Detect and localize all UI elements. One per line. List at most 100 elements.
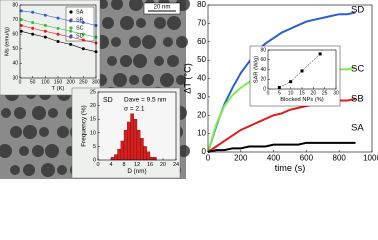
- legend-marker: [69, 10, 73, 14]
- legend-label: SD: [76, 33, 84, 39]
- bar: [136, 129, 141, 161]
- bar: [114, 154, 118, 161]
- bar: [146, 151, 151, 161]
- particle: [10, 165, 20, 175]
- bar: [123, 129, 128, 161]
- point: [69, 42, 73, 46]
- legend-label: SB: [76, 17, 84, 23]
- x-tick-label: 100: [41, 79, 50, 85]
- particle: [45, 144, 59, 158]
- plot-frame: [267, 49, 337, 90]
- x-axis-label: Blocked NPs (%): [280, 97, 324, 103]
- particle: [10, 126, 22, 138]
- particle: [167, 16, 181, 30]
- x-tick-label: 0: [19, 79, 22, 85]
- point: [19, 18, 23, 22]
- legend-marker: [69, 26, 73, 30]
- y-tick-label: 40: [197, 74, 206, 83]
- y-tick-label: 60: [12, 32, 18, 38]
- particle: [160, 73, 174, 87]
- point: [31, 21, 35, 25]
- x-tick-label: 0: [267, 90, 270, 96]
- y-tick-label: 70: [12, 17, 18, 23]
- particle: [129, 75, 139, 85]
- y-tick-label: 50: [197, 55, 206, 64]
- particle: [111, 0, 123, 10]
- x-tick-label: 250: [79, 79, 88, 85]
- point: [43, 23, 47, 27]
- bar: [130, 113, 134, 161]
- point: [81, 47, 85, 51]
- bar: [149, 157, 154, 161]
- x-tick-label: 25: [322, 90, 328, 96]
- particle: [154, 17, 166, 29]
- plot-frame: [19, 4, 97, 79]
- x-tick-label: 5: [278, 90, 281, 96]
- y-tick-label: 20: [260, 77, 266, 83]
- x-axis-label: D (nm): [127, 168, 146, 175]
- annotation: Dave = 9.5 nm: [124, 97, 166, 104]
- series-line: [207, 141, 356, 153]
- y-axis-label: ΔT (°C): [182, 63, 192, 94]
- point: [31, 10, 35, 14]
- x-axis-label: time (s): [275, 163, 306, 173]
- y-axis-label: Ms (emu/g): [5, 27, 11, 56]
- particle: [32, 106, 46, 120]
- x-tick-label: 8: [122, 162, 125, 168]
- particle: [57, 165, 67, 175]
- legend-label: SA: [76, 9, 84, 15]
- y-tick-label: 40: [12, 61, 18, 67]
- particle: [142, 74, 154, 86]
- y-axis-label: SAR (W/g): [254, 56, 260, 84]
- particle: [23, 164, 35, 176]
- particle: [133, 54, 147, 68]
- y-tick-label: 0: [263, 86, 266, 92]
- bar: [133, 119, 138, 161]
- bar: [117, 148, 121, 161]
- point: [43, 29, 47, 33]
- page: {"image":{"scale_bar":"20 nm"}, "chart_d…: [0, 0, 378, 179]
- particle: [41, 163, 55, 177]
- y-tick-label: 30: [197, 92, 206, 101]
- bar: [110, 157, 115, 161]
- particle: [111, 37, 121, 47]
- point: [289, 80, 293, 84]
- legend-label: SC: [351, 64, 364, 75]
- y-tick-label: 25: [90, 89, 96, 95]
- y-tick-label: 70: [197, 18, 206, 27]
- point: [19, 9, 23, 13]
- point: [81, 38, 85, 42]
- y-tick-label: 20: [197, 110, 206, 119]
- y-tick-label: 10: [90, 130, 96, 136]
- x-tick-label: 30: [333, 90, 339, 96]
- x-tick-label: 200: [66, 79, 75, 85]
- y-tick-label: 0: [202, 147, 207, 156]
- y-tick-label: 30: [12, 75, 18, 81]
- y-tick-label: 80: [12, 2, 18, 8]
- legend-label: SB: [351, 94, 364, 105]
- particle: [136, 18, 146, 28]
- y-tick-label: 5: [93, 144, 96, 150]
- particle: [129, 36, 141, 48]
- particle: [23, 125, 37, 139]
- annotation: σ = 2.1: [124, 106, 145, 113]
- particle: [32, 145, 44, 157]
- particle: [129, 0, 143, 11]
- particle: [48, 108, 58, 118]
- particle: [107, 56, 117, 66]
- x-tick-label: 800: [333, 154, 347, 163]
- particle: [57, 126, 69, 138]
- legend-label: SD: [351, 5, 364, 16]
- particle: [178, 145, 190, 157]
- y-tick-label: 80: [260, 47, 266, 53]
- y-tick-label: 40: [260, 67, 266, 73]
- particle: [0, 144, 12, 158]
- y-tick-label: 15: [90, 117, 96, 123]
- histogram-title: SD: [103, 97, 113, 104]
- point: [81, 21, 85, 25]
- y-tick-label: 60: [197, 37, 206, 46]
- particle: [14, 107, 26, 119]
- x-tick-label: 20: [311, 90, 317, 96]
